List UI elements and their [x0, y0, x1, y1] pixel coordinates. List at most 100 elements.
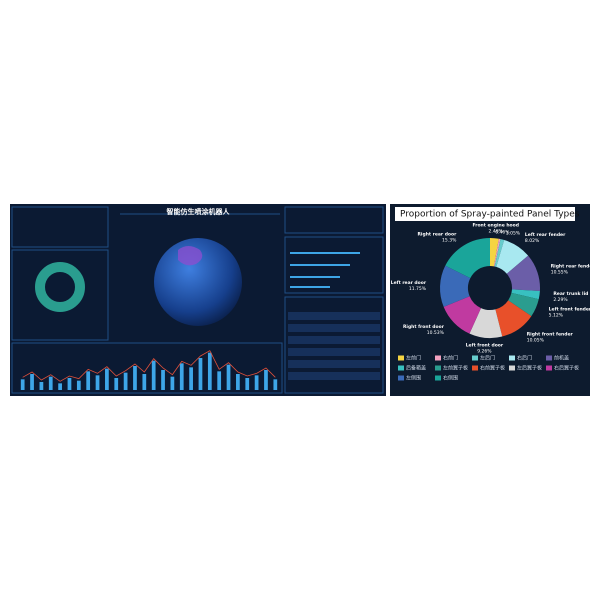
bar [236, 374, 240, 390]
bar [273, 379, 278, 390]
bar [264, 370, 268, 390]
slice-value: 5.12% [549, 312, 564, 318]
bar [161, 370, 165, 390]
bar [142, 374, 147, 390]
bar [95, 375, 100, 390]
bar [179, 363, 184, 390]
slice-value: 15.3% [442, 237, 457, 243]
donut-slice [443, 296, 481, 334]
map-highlight [178, 246, 203, 266]
bar [170, 376, 175, 390]
bar [198, 358, 203, 390]
slice-value: 11.75% [409, 286, 427, 292]
bar [207, 352, 212, 390]
donut-slice [495, 300, 532, 337]
bar [48, 376, 53, 390]
legend-swatch [509, 365, 515, 371]
legend-swatch [472, 365, 478, 371]
slice-value: 10.53% [427, 330, 445, 336]
bar [58, 383, 62, 390]
bar [189, 367, 193, 390]
donut-slice [511, 289, 540, 300]
slice-label: Right front fender [527, 332, 574, 338]
slice-label: Left front fender [549, 306, 592, 312]
donut-slice [496, 240, 529, 274]
table-rows [288, 312, 380, 380]
bar [67, 378, 72, 390]
legend-label: 左前门 [406, 355, 421, 362]
legend-swatch [509, 355, 515, 361]
legend-swatch [435, 365, 441, 371]
legend-swatch [398, 365, 404, 371]
legend-label: 左侧围 [406, 375, 421, 382]
donut-slice [490, 238, 499, 267]
legend-swatch [546, 355, 552, 361]
bar [254, 375, 259, 390]
bar [105, 368, 109, 390]
title-bar [395, 207, 575, 221]
bar [86, 371, 91, 390]
slice-label: Right rear fender [551, 264, 596, 270]
legend-swatch [398, 375, 404, 381]
slice-label: Rear trunk lid [553, 291, 588, 297]
donut-slice [494, 239, 505, 267]
legend-label: 左后翼子板 [517, 365, 542, 372]
legend-swatch [435, 355, 441, 361]
legend-swatch [435, 375, 441, 381]
donut-slice [508, 292, 539, 317]
slice-value: 8.02% [525, 238, 540, 244]
progress-bars [290, 252, 360, 288]
bar [133, 366, 137, 390]
panel [284, 236, 384, 294]
bar [123, 372, 128, 390]
slice-value: 9.26% [477, 348, 492, 354]
bar [245, 378, 250, 390]
bar [114, 378, 119, 390]
legend-label: 左后门 [480, 355, 495, 362]
donut-slice [445, 238, 490, 279]
bar [226, 364, 231, 390]
bar [151, 360, 156, 390]
bar [39, 382, 44, 390]
panel [11, 206, 109, 248]
donut-panel-bg [390, 204, 590, 396]
legend-swatch [546, 365, 552, 371]
trend-line [22, 350, 276, 382]
bar [20, 379, 25, 390]
slice-label: Right rear door [417, 231, 457, 237]
panel [11, 249, 109, 341]
slice-label: Right front door [403, 324, 445, 330]
mini-donut [35, 262, 85, 312]
globe [154, 238, 242, 326]
donut-slice [493, 238, 501, 267]
slice-value: 1.05% [506, 230, 521, 236]
legend-label: 后备箱盖 [406, 365, 426, 372]
legend-swatch [398, 355, 404, 361]
dashboard-title: 智能仿生喷涂机器人 [167, 207, 231, 216]
slice-label: Front engine hood [472, 223, 518, 229]
donut-slice [506, 255, 540, 292]
slice-value: 2.46% [489, 229, 504, 235]
slice-label: Left rear fender [525, 232, 566, 238]
panel [11, 342, 283, 394]
legend-label: 右前翼子板 [480, 365, 505, 372]
legend-label: 右后翼子板 [554, 365, 579, 372]
bar [76, 380, 81, 390]
slice-value: 2.29% [553, 297, 568, 303]
donut-slice [440, 265, 471, 307]
legend-label: 右侧围 [443, 375, 458, 382]
legend-label: 右前门 [443, 355, 458, 362]
legend-label: 前机盖 [554, 355, 569, 362]
slice-value: 10.55% [551, 270, 569, 276]
panel [284, 206, 384, 234]
slice-label: Left front door [466, 342, 504, 348]
slice-label: Left rear door [391, 280, 427, 286]
bar [30, 374, 34, 390]
legend-label: 右后门 [517, 355, 532, 362]
legend-label: 左前翼子板 [443, 365, 468, 372]
donut-title: Proportion of Spray-painted Panel Types [400, 210, 580, 220]
donut-slice [469, 308, 503, 339]
bar [217, 371, 222, 390]
